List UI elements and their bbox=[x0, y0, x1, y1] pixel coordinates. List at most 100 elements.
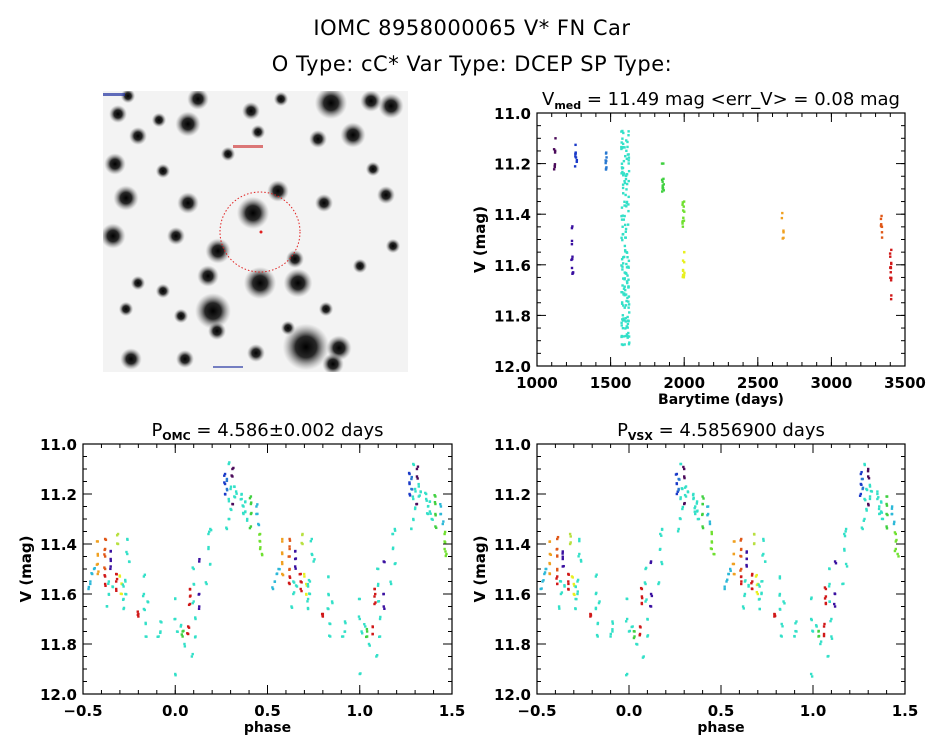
data-point bbox=[198, 557, 201, 561]
data-point bbox=[757, 598, 761, 601]
data-point bbox=[246, 517, 249, 521]
data-point bbox=[684, 495, 688, 498]
data-point bbox=[408, 494, 412, 497]
data-point bbox=[624, 317, 628, 320]
data-point bbox=[576, 578, 580, 582]
data-point bbox=[621, 170, 624, 174]
data-point bbox=[880, 223, 883, 226]
data-point bbox=[859, 472, 863, 476]
data-point bbox=[888, 252, 892, 255]
data-point bbox=[414, 506, 417, 509]
plot-frame bbox=[536, 112, 906, 367]
data-point bbox=[306, 585, 310, 588]
data-point bbox=[782, 231, 785, 234]
data-point bbox=[624, 293, 628, 296]
data-point bbox=[828, 600, 831, 603]
y-tick-label: 11.8 bbox=[494, 636, 531, 654]
star bbox=[315, 194, 333, 212]
data-point bbox=[895, 538, 898, 542]
x-tick-label: 1.0 bbox=[346, 702, 373, 720]
data-point bbox=[740, 580, 743, 583]
data-point bbox=[569, 541, 572, 544]
data-point bbox=[293, 565, 297, 568]
data-point bbox=[630, 625, 633, 629]
data-point bbox=[627, 265, 630, 268]
data-point bbox=[824, 601, 828, 605]
data-point bbox=[633, 635, 636, 638]
data-point bbox=[762, 552, 765, 556]
data-point bbox=[119, 592, 123, 595]
data-point bbox=[87, 585, 91, 589]
y-tick-label: 11.8 bbox=[40, 636, 77, 654]
data-point bbox=[368, 644, 371, 647]
data-point bbox=[844, 562, 848, 566]
data-point bbox=[578, 552, 581, 556]
data-point bbox=[374, 601, 377, 604]
x-tick-label: 3000 bbox=[811, 374, 853, 392]
data-point bbox=[622, 335, 625, 338]
data-point bbox=[702, 497, 705, 500]
star bbox=[130, 275, 146, 291]
data-point bbox=[383, 607, 386, 610]
data-point bbox=[410, 477, 413, 481]
data-point bbox=[103, 566, 106, 569]
data-point bbox=[868, 485, 872, 488]
star bbox=[120, 91, 136, 104]
data-point bbox=[137, 615, 140, 618]
data-point bbox=[306, 606, 310, 610]
data-point bbox=[644, 566, 648, 570]
data-point bbox=[638, 632, 642, 636]
data-point bbox=[371, 625, 374, 629]
data-point bbox=[757, 583, 760, 586]
y-tick-label: 11.2 bbox=[494, 486, 531, 504]
data-point bbox=[625, 272, 628, 275]
data-point bbox=[755, 590, 759, 594]
data-point bbox=[624, 327, 627, 330]
data-point bbox=[143, 608, 146, 612]
data-point bbox=[732, 552, 735, 556]
data-point bbox=[103, 574, 106, 577]
data-point bbox=[281, 540, 284, 543]
data-point bbox=[326, 607, 329, 610]
data-point bbox=[623, 249, 627, 252]
data-point bbox=[751, 572, 754, 576]
data-point bbox=[408, 492, 411, 496]
data-point bbox=[290, 605, 293, 608]
x-tick-label: 2000 bbox=[663, 374, 705, 392]
data-point bbox=[762, 539, 765, 542]
data-point bbox=[257, 523, 261, 527]
data-point bbox=[407, 471, 411, 475]
star bbox=[250, 124, 266, 140]
data-point bbox=[683, 271, 686, 275]
data-point bbox=[678, 517, 682, 520]
data-point bbox=[823, 597, 827, 600]
data-point bbox=[876, 492, 879, 496]
data-point bbox=[179, 625, 182, 628]
data-point bbox=[105, 605, 109, 608]
data-point bbox=[294, 549, 297, 553]
data-point bbox=[890, 512, 893, 516]
data-point bbox=[622, 131, 625, 135]
data-point bbox=[305, 593, 308, 596]
data-point bbox=[621, 129, 624, 133]
data-point bbox=[627, 209, 630, 213]
data-point bbox=[623, 285, 626, 288]
data-point bbox=[434, 502, 437, 506]
data-point bbox=[626, 145, 629, 149]
data-point bbox=[814, 624, 818, 627]
data-point bbox=[695, 502, 699, 505]
data-point bbox=[578, 539, 581, 543]
data-point bbox=[706, 513, 709, 517]
data-point bbox=[256, 503, 259, 506]
data-point bbox=[625, 157, 629, 161]
data-point bbox=[556, 569, 559, 572]
data-point bbox=[640, 596, 644, 600]
y-tick-label: 11.4 bbox=[494, 206, 531, 224]
y-tick-label: 11.4 bbox=[40, 536, 77, 554]
data-point bbox=[197, 607, 201, 611]
data-point bbox=[706, 505, 709, 508]
data-point bbox=[435, 526, 438, 530]
data-point bbox=[556, 535, 560, 539]
data-point bbox=[620, 162, 624, 165]
data-point bbox=[723, 585, 726, 588]
